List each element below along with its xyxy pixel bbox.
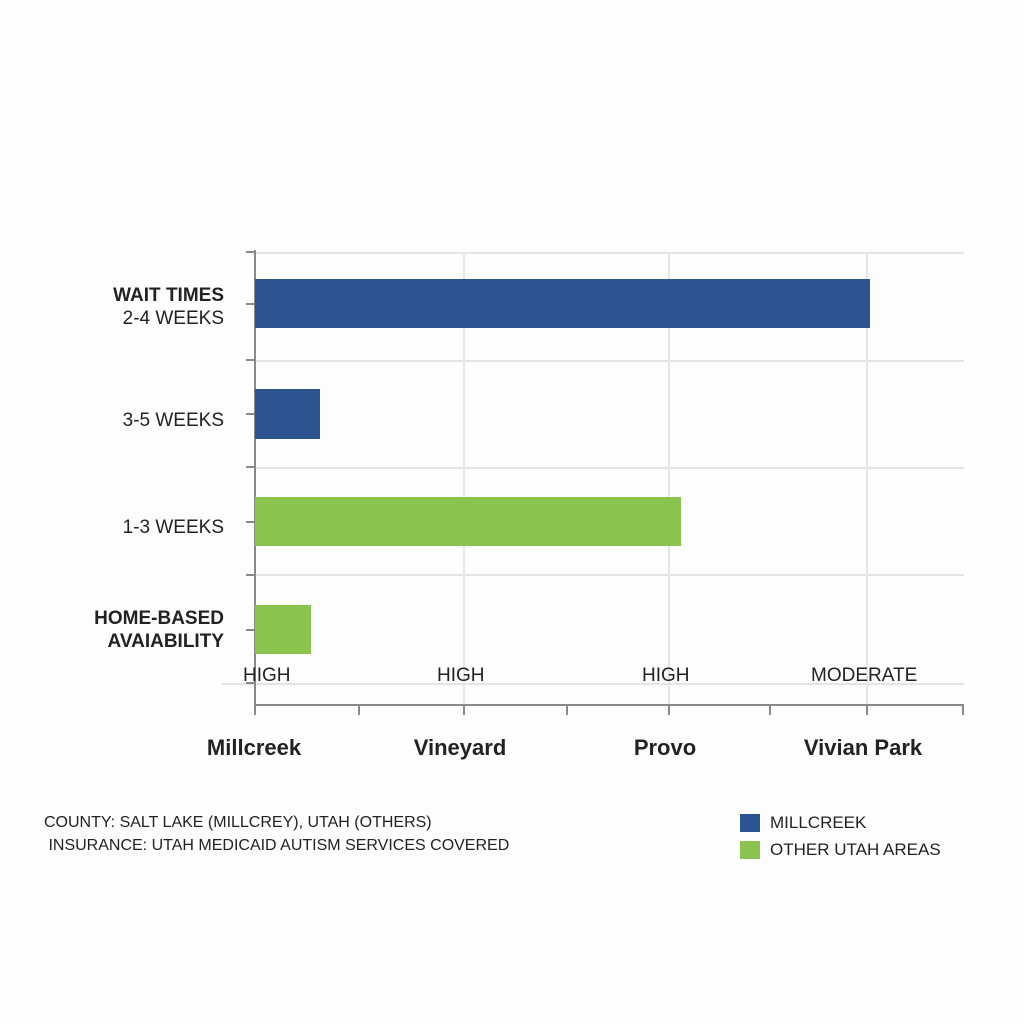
- rating-vineyard: HIGH: [437, 665, 485, 686]
- y-tick: [246, 682, 254, 684]
- y-label-text: 2-4 WEEKS: [122, 308, 224, 329]
- x-tick: [866, 705, 868, 715]
- y-label-heading: WAIT TIMES: [113, 285, 224, 306]
- rating-vivian-park: MODERATE: [811, 665, 918, 686]
- legend-swatch-icon: [740, 814, 760, 832]
- gridline: [668, 252, 670, 705]
- legend-item-other-utah: OTHER UTAH AREAS: [740, 840, 941, 860]
- x-tick: [668, 705, 670, 715]
- gridline: [254, 360, 964, 362]
- x-axis: [254, 704, 964, 706]
- bar-millcreek-3-5-weeks: [255, 389, 320, 439]
- x-label-provo: Provo: [633, 735, 697, 760]
- x-tick: [358, 705, 360, 715]
- x-label-vivian-park: Vivian Park: [803, 735, 923, 760]
- x-tick: [463, 705, 465, 715]
- x-tick: [769, 705, 771, 715]
- x-tick: [254, 705, 256, 715]
- y-tick: [246, 413, 254, 415]
- y-axis: [254, 250, 256, 712]
- y-tick: [246, 574, 254, 576]
- legend-item-millcreek: MILLCREEK: [740, 813, 866, 833]
- legend-label: OTHER UTAH AREAS: [770, 840, 941, 859]
- x-tick: [962, 705, 964, 715]
- gridline: [866, 252, 868, 705]
- bar-other-home-based: [255, 605, 311, 654]
- y-tick: [246, 629, 254, 631]
- y-label-wait-times: WAIT TIMES 2-4 WEEKS: [113, 284, 224, 330]
- gridline: [254, 467, 964, 469]
- y-label-home-based: HOME-BASED AVAIABILITY: [94, 607, 224, 653]
- gridline: [463, 252, 465, 705]
- rating-provo: HIGH: [642, 665, 690, 686]
- y-tick: [246, 466, 254, 468]
- y-tick: [246, 521, 254, 523]
- legend-swatch-icon: [740, 841, 760, 859]
- gridline: [222, 683, 964, 685]
- y-tick: [246, 251, 254, 253]
- y-label-text: 3-5 WEEKS: [122, 410, 224, 431]
- x-tick: [566, 705, 568, 715]
- bar-millcreek-2-4-weeks: [255, 279, 870, 328]
- gridline: [254, 252, 964, 254]
- rating-millcreek: HIGH: [243, 665, 291, 686]
- y-label-1-3-weeks: 1-3 WEEKS: [123, 516, 224, 539]
- x-label-vineyard: Vineyard: [413, 735, 507, 760]
- bar-other-1-3-weeks: [255, 497, 681, 546]
- y-label-3-5-weeks: 3-5 WEEKS: [123, 409, 224, 432]
- footnote-insurance: INSURANCE: UTAH MEDICAID AUTISM SERVICES…: [44, 837, 510, 854]
- footnote-county: COUNTY: SALT LAKE (MILLCREY), UTAH (OTHE…: [44, 814, 432, 831]
- y-tick: [246, 359, 254, 361]
- y-tick: [246, 303, 254, 305]
- x-label-millcreek: Millcreek: [206, 735, 302, 760]
- y-label-text: 1-3 WEEKS: [122, 517, 224, 538]
- legend-label: MILLCREEK: [770, 813, 867, 832]
- y-label-heading: HOME-BASED AVAIABILITY: [94, 608, 224, 652]
- gridline: [254, 574, 964, 576]
